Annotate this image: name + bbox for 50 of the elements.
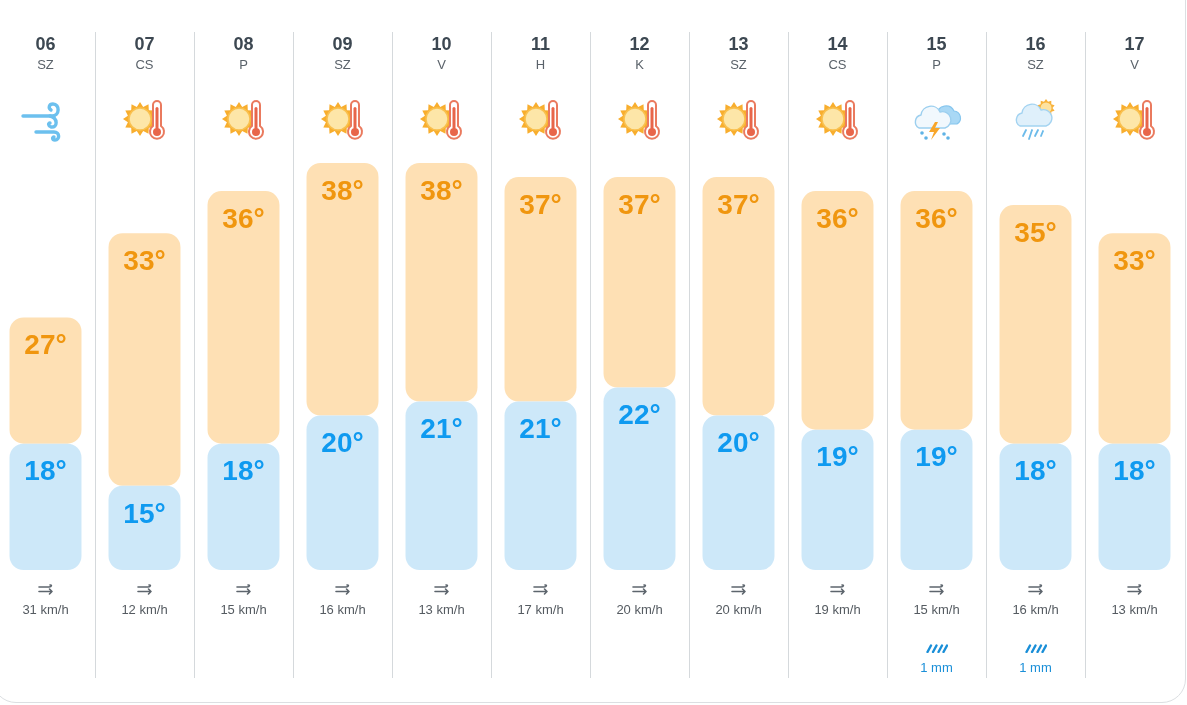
data-label: 15° [123,497,166,529]
x-tick-label: 10 V [431,33,452,72]
text: 15 km/h [913,602,960,618]
text: 16 km/h [319,602,366,618]
data-label: 21° [519,413,562,445]
data-label: 22° [618,399,661,431]
x-tick-label: 15 P [926,33,947,72]
text: 1 mm [920,660,953,676]
total-label: 37° [618,188,661,220]
x-tick-label: 12 K [629,33,650,72]
x-tick-label: 13 SZ [728,33,749,72]
total-label: 36° [816,202,859,234]
total-label: 37° [717,188,760,220]
x-tick-label: 16 SZ [1025,33,1046,72]
data-label: 20° [321,427,364,459]
total-label: 33° [1113,244,1156,276]
x-tick-label: 11 H [530,33,551,72]
data-label: 18° [24,455,67,487]
x-tick-label: 06 SZ [35,33,56,72]
data-label: 19° [816,441,859,473]
x-tick-label: 07 CS [134,33,155,72]
text: 20 km/h [715,602,762,618]
text: 19 km/h [814,602,861,618]
total-label: 38° [321,174,364,206]
text: 31 km/h [22,602,69,618]
data-label: 18° [222,455,265,487]
total-label: 33° [123,244,166,276]
text: 13 km/h [418,602,465,618]
total-label: 37° [519,188,562,220]
x-tick-label: 17 V [1124,33,1145,72]
data-label: 18° [1014,455,1057,487]
total-label: 36° [915,202,958,234]
x-tick-label: 14 CS [827,33,848,72]
text: 16 km/h [1012,602,1059,618]
data-label: 21° [420,413,463,445]
total-label: 27° [24,329,67,361]
text: 15 km/h [220,602,267,618]
text: 17 km/h [517,602,564,618]
text: 13 km/h [1111,602,1158,618]
data-label: 18° [1113,455,1156,487]
text: 20 km/h [616,602,663,618]
total-label: 38° [420,174,463,206]
data-label: 19° [915,441,958,473]
data-label: 20° [717,427,760,459]
total-label: 35° [1014,216,1057,248]
text: 1 mm [1019,660,1052,676]
x-tick-label: 09 SZ [332,33,353,72]
text: 12 km/h [121,602,168,618]
x-tick-label: 08 P [233,33,254,72]
total-label: 36° [222,202,265,234]
